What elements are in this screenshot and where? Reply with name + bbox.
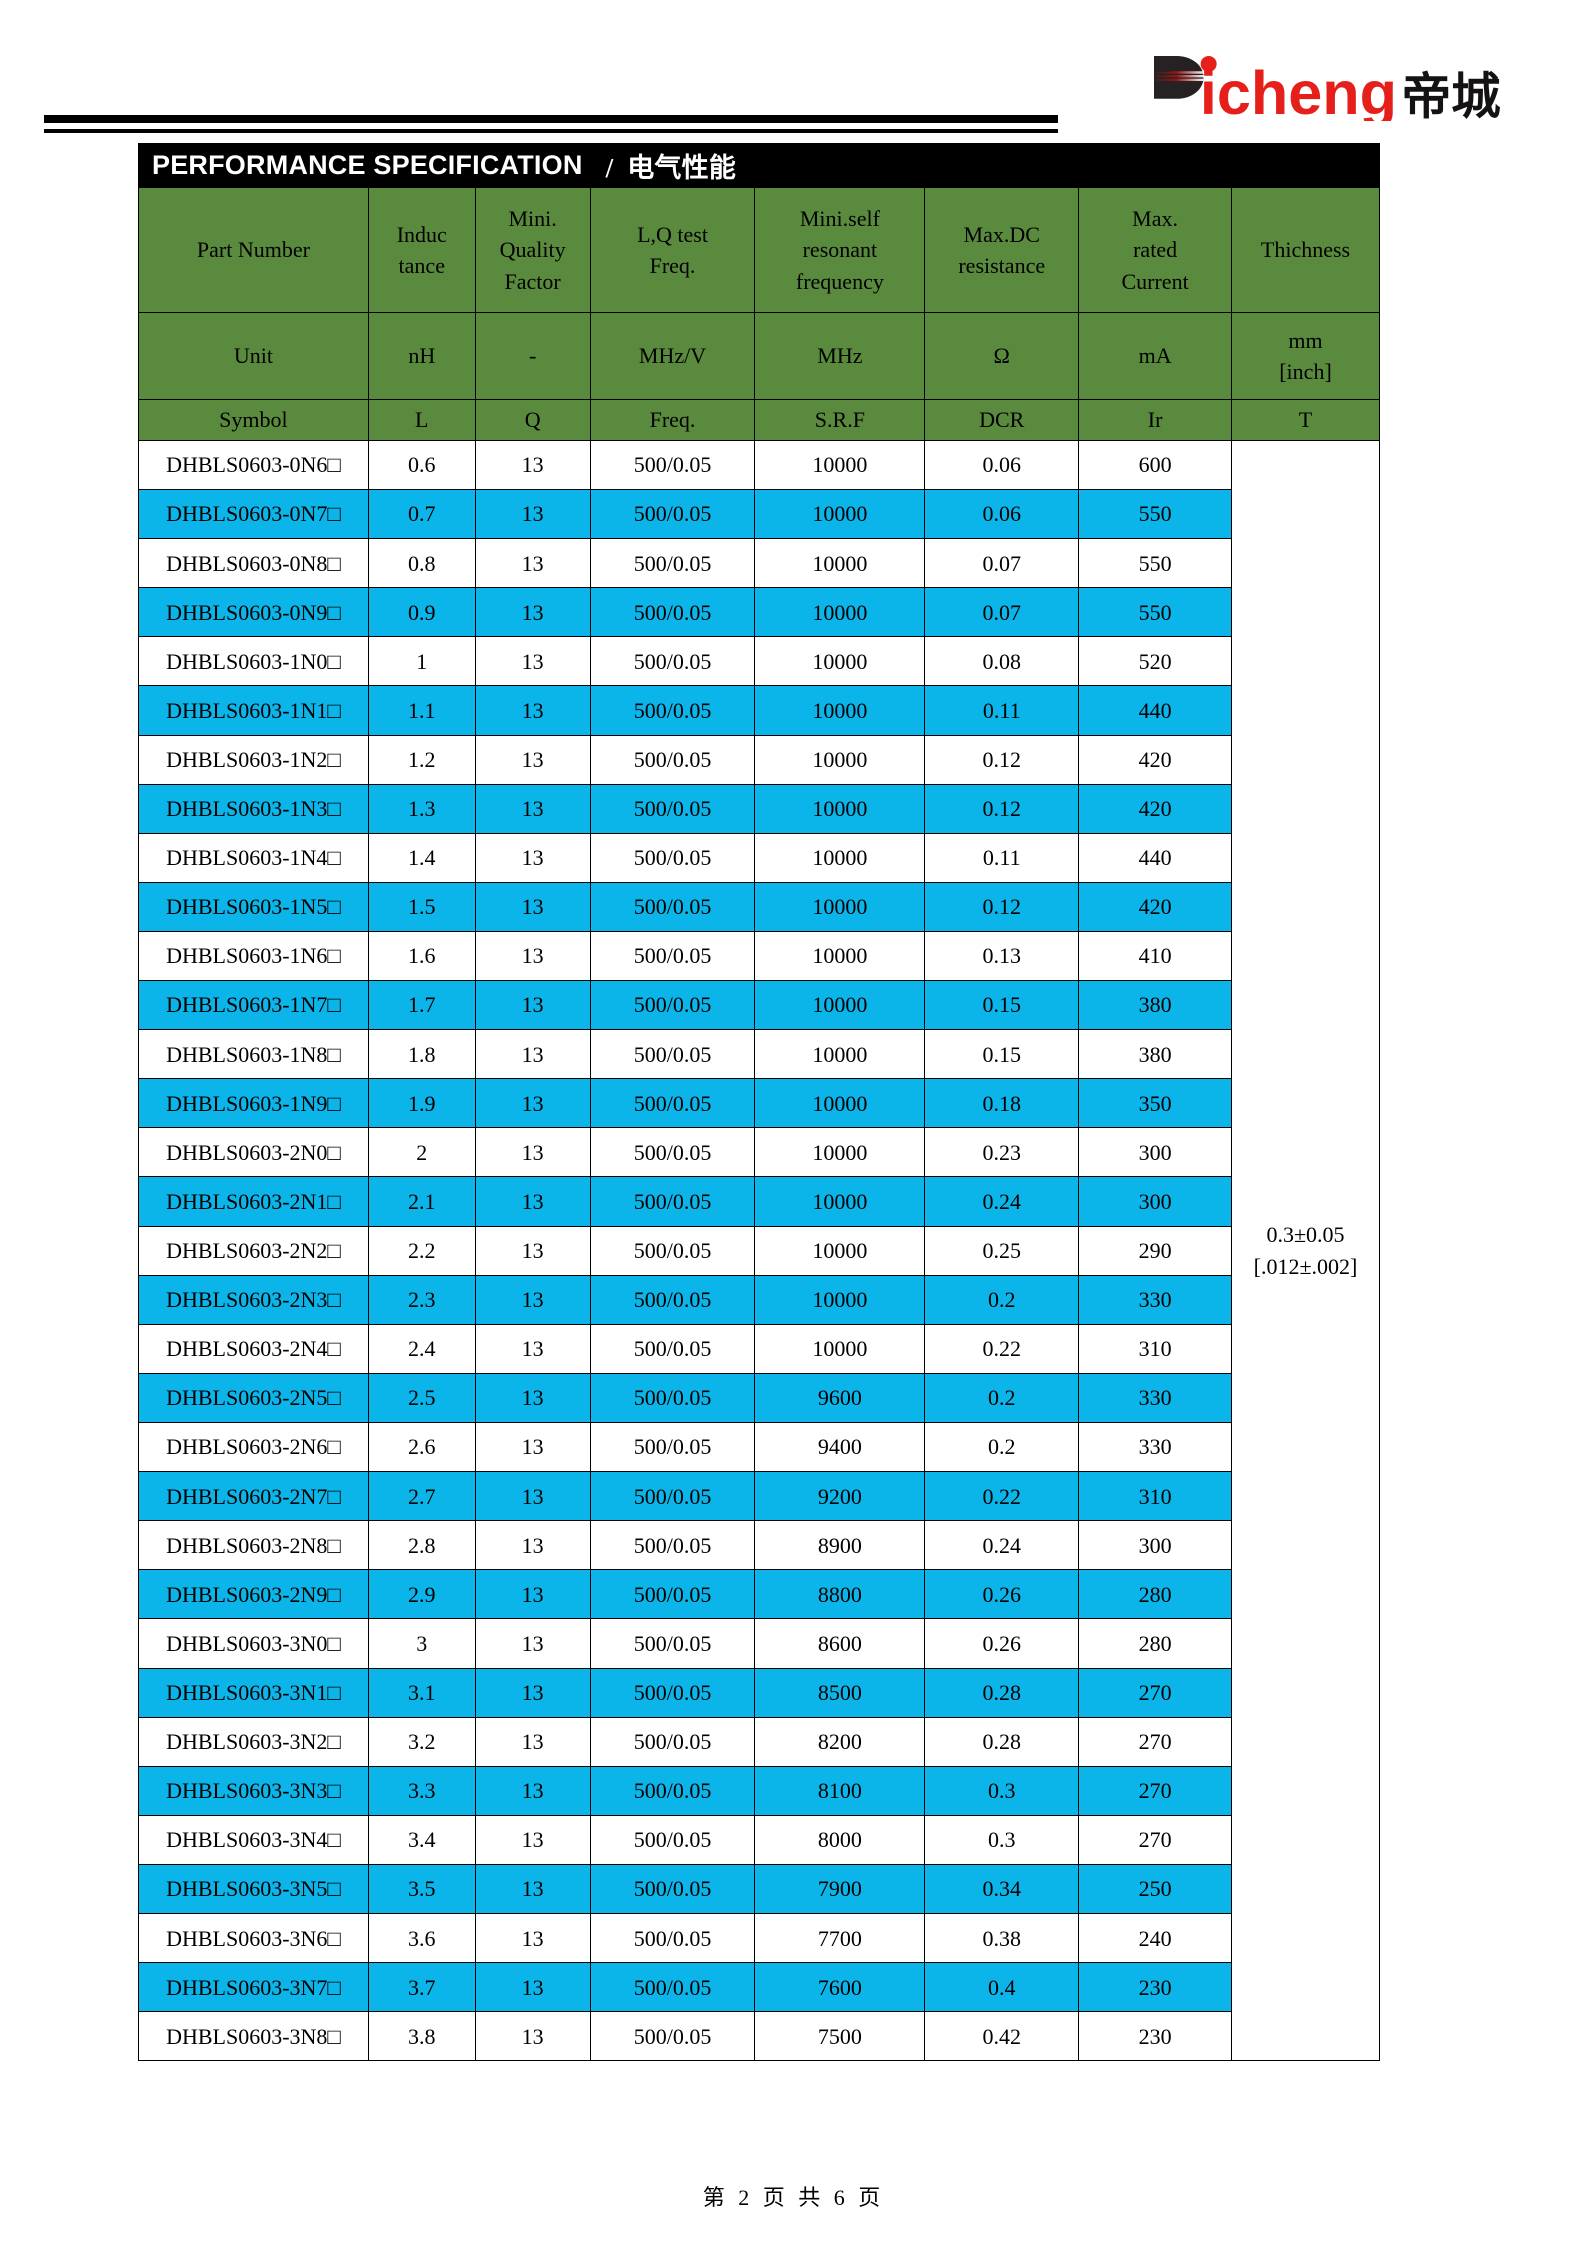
svg-text:帝城: 帝城 (1402, 69, 1500, 121)
svg-text:icheng: icheng (1200, 59, 1397, 121)
